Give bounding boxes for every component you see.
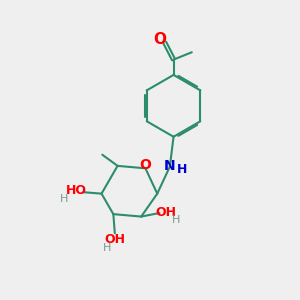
Text: H: H (172, 214, 181, 224)
Text: H: H (102, 243, 111, 253)
Text: OH: OH (104, 233, 125, 246)
Text: H: H (177, 163, 188, 176)
Text: H: H (60, 194, 68, 204)
Text: O: O (140, 158, 152, 172)
Text: N: N (164, 159, 176, 173)
Text: HO: HO (66, 184, 87, 197)
Text: O: O (153, 32, 166, 47)
Text: OH: OH (155, 206, 176, 219)
